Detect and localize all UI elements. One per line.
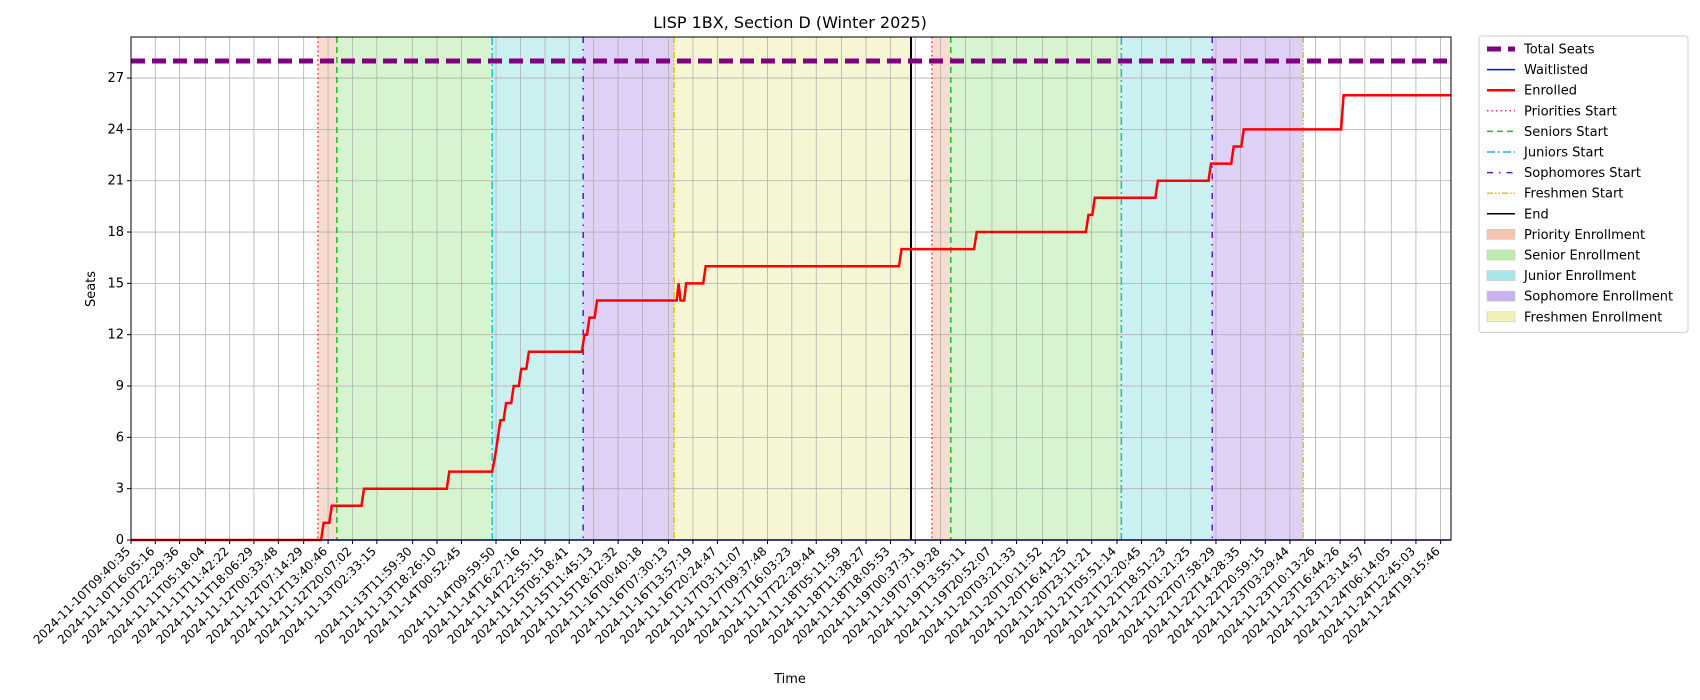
legend-item: Priorities Start — [1487, 104, 1617, 119]
plot-frame — [130, 36, 1452, 541]
legend-label: Sophomores Start — [1524, 166, 1641, 181]
y-tick-label: 21 — [107, 174, 124, 189]
y-tick-label: 15 — [107, 276, 124, 291]
legend-item: Juniors Start — [1487, 146, 1604, 161]
legend-item: Seniors Start — [1487, 125, 1608, 140]
legend-label: Sophomore Enrollment — [1524, 290, 1673, 305]
legend-swatch — [1486, 290, 1516, 302]
y-tick-label: 3 — [116, 482, 124, 497]
span-junior-enrollment — [1121, 37, 1213, 540]
legend-item: Priority Enrollment — [1486, 228, 1645, 243]
legend-label: End — [1524, 207, 1549, 222]
legend-item: Freshmen Enrollment — [1486, 310, 1662, 325]
y-tick-label: 6 — [116, 430, 124, 445]
chart-title: LISP 1BX, Section D (Winter 2025) — [653, 13, 927, 32]
legend-item: End — [1487, 207, 1549, 222]
legend-label: Freshmen Enrollment — [1524, 310, 1662, 325]
legend-label: Enrolled — [1524, 84, 1577, 99]
span-senior-enrollment — [336, 37, 493, 540]
span-sophomore-enrollment — [1212, 37, 1304, 540]
span-priority-enrollment — [931, 37, 951, 540]
legend-label: Waitlisted — [1524, 63, 1588, 78]
legend-item: Freshmen Start — [1487, 187, 1623, 202]
legend-swatch — [1486, 270, 1516, 281]
legend-item: Sophomore Enrollment — [1486, 290, 1673, 305]
legend-item: Senior Enrollment — [1486, 249, 1640, 264]
legend-label: Seniors Start — [1524, 125, 1608, 140]
legend-swatch — [1486, 229, 1516, 240]
legend-box — [1478, 35, 1689, 333]
legend-label: Freshmen Start — [1524, 187, 1623, 202]
y-ticks: 0 3 6 9 12 15 18 21 24 27 — [107, 71, 131, 548]
y-tick-label: 0 — [116, 533, 124, 548]
legend: Total Seats Waitlisted Enrolled Priorities … — [1478, 35, 1689, 333]
legend-label: Priority Enrollment — [1524, 228, 1645, 243]
legend-label: Senior Enrollment — [1524, 249, 1640, 264]
x-tick-label: 2024-11-13T18:26:10 — [337, 544, 440, 647]
legend-swatch — [1486, 311, 1516, 323]
y-axis-label: Seats — [84, 271, 99, 307]
legend-item: Waitlisted — [1487, 63, 1588, 78]
y-tick-label: 24 — [107, 122, 124, 137]
span-senior-enrollment — [950, 37, 1122, 540]
legend-item: Enrolled — [1487, 84, 1577, 99]
legend-label: Juniors Start — [1523, 146, 1604, 161]
y-tick-label: 27 — [107, 71, 124, 86]
legend-item: Sophomores Start — [1487, 166, 1641, 181]
span-priority-enrollment — [317, 37, 337, 540]
phase-start-lines — [317, 37, 1304, 540]
legend-label: Total Seats — [1523, 43, 1595, 58]
legend-item: Total Seats — [1487, 43, 1595, 58]
legend-label: Junior Enrollment — [1523, 269, 1636, 284]
span-junior-enrollment — [492, 37, 584, 540]
legend-swatch — [1486, 249, 1516, 261]
y-tick-label: 9 — [116, 379, 124, 394]
span-sophomore-enrollment — [583, 37, 675, 540]
grid — [130, 37, 1451, 541]
y-tick-label: 18 — [107, 225, 124, 240]
x-ticks: 2024-11-10T09:40:352024-11-10T16:05:1620… — [31, 540, 1443, 647]
span-freshmen-enrollment — [674, 37, 911, 540]
enrollment-period-spans — [317, 37, 1304, 540]
x-axis-label: Time — [773, 672, 806, 687]
legend-label: Priorities Start — [1524, 104, 1617, 119]
y-tick-label: 12 — [107, 328, 124, 343]
series-enrolled — [131, 93, 1451, 542]
legend-item: Junior Enrollment — [1486, 269, 1636, 284]
